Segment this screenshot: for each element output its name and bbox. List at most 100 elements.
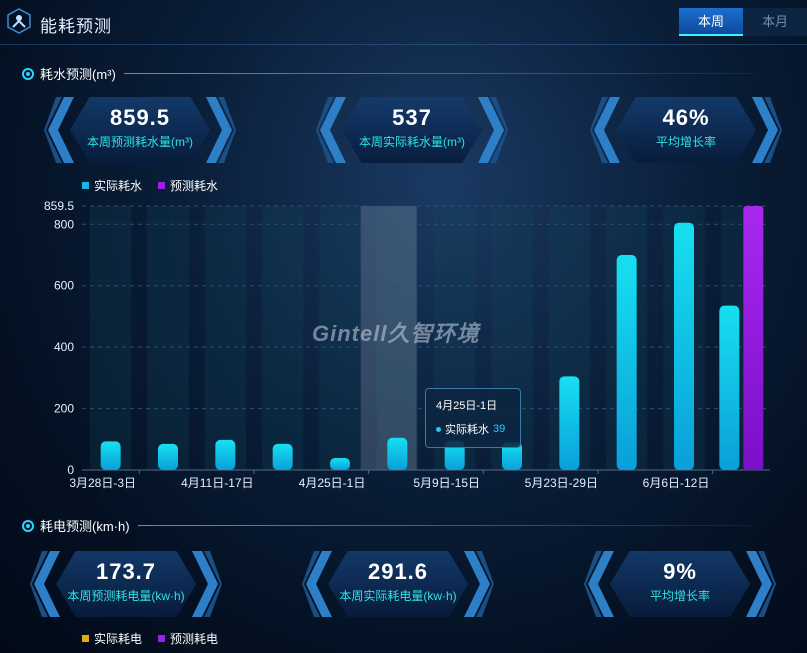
electric-section-title: 耗电预测(km·h) [40,519,130,534]
chevron-left-icon [302,551,332,617]
highlight-band [360,206,417,470]
kpi-label: 本周预测耗电量(kw·h) [67,589,185,603]
kpi-label: 本周实际耗水量(m³) [359,135,465,149]
page-title: 能耗预测 [40,17,112,36]
x-tick-label: 5月23日-29日 [525,476,598,490]
y-tick-label: 0 [67,463,74,477]
target-icon [22,519,34,532]
kpi-actual-electric: 291.6 本周实际耗电量(kw·h) [302,551,494,617]
x-tick-label: 4月11日-17日 [181,476,253,490]
legend-swatch [158,182,166,189]
bar-actual-water [559,376,580,470]
chart-tooltip: 4月25日-1日 实际耗水 39 [425,388,521,448]
tab-week[interactable]: 本周 [679,8,743,36]
kpi-panel [342,97,482,163]
bar-actual-water [719,305,740,470]
legend-label: 预测耗水 [170,179,219,193]
legend-item-predicted-water[interactable]: 预测耗水 [158,177,218,194]
y-tick-label: 200 [54,402,74,416]
bar-actual-water [444,440,465,470]
x-tick-label: 6月6日-12日 [643,476,710,490]
chevron-right-icon [746,551,776,617]
kpi-value: 9% [663,559,697,584]
bar-actual-water [502,442,522,470]
bar-actual-water [674,222,694,470]
chevron-left-icon [316,97,346,163]
kpi-panel [616,97,756,163]
column-bg [319,206,361,470]
period-tabs: 本周 本月 [679,8,807,36]
chevron-right-icon [478,97,508,163]
legend-swatch [158,635,166,642]
x-tick-label: 3月28日-3日 [69,476,136,490]
x-tick-label: 4月25日-1日 [299,476,366,490]
legend-label: 预测耗电 [170,632,219,646]
legend-item-predicted-electric[interactable]: 预测耗电 [158,630,218,647]
column-bg [204,206,246,470]
chevron-left-icon [30,551,60,617]
water-legend: 实际耗水 预测耗水 [82,177,234,194]
bar-actual-water [100,441,121,470]
kpi-water-growth: 46% 平均增长率 [590,97,782,163]
chevron-right-icon [192,551,222,617]
kpi-label: 本周预测耗水量(m³) [87,135,193,149]
water-bar-chart: 0 200 400 600 800 859.5 3月28日-3日 4月11日-17日 4月25日… [44,199,770,490]
kpi-predicted-electric: 173.7 本周预测耗电量(kw·h) [30,551,222,617]
tooltip-dot-icon [436,426,441,432]
kpi-panel [70,97,210,163]
kpi-label: 平均增长率 [649,589,710,603]
kpi-panel [56,551,196,617]
kpi-value: 291.6 [367,559,429,584]
kpi-value: 173.7 [95,559,157,584]
tooltip-title: 4月25日-1日 [436,400,498,412]
bar-actual-water [330,458,350,470]
chevron-right-icon [464,551,494,617]
electric-legend: 实际耗电 预测耗电 [82,630,234,647]
bar-actual-water [272,443,293,470]
kpi-electric-growth: 9% 平均增长率 [584,551,776,617]
kpi-value: 46% [662,105,710,130]
water-section-title: 耗水预测(m³) [40,67,116,82]
column-bg [262,206,304,470]
kpi-label: 本周实际耗电量(kw·h) [339,589,457,603]
bar-actual-water [387,437,408,470]
kpi-value: 859.5 [109,105,171,130]
kpi-predicted-water: 859.5 本周预测耗水量(m³) [44,97,236,163]
chevron-left-icon [44,97,74,163]
target-icon [22,67,34,80]
chevron-left-icon [590,97,620,163]
watermark-logo: Gintell久智环境 [312,321,480,346]
legend-item-actual-water[interactable]: 实际耗水 [82,177,142,194]
water-section-header: 耗水预测(m³) [22,64,754,83]
kpi-panel [610,551,750,617]
bar-actual-water [215,439,236,470]
legend-swatch [82,182,89,189]
column-bg [376,206,418,470]
kpi-label: 平均增长率 [655,135,716,149]
chevron-left-icon [584,551,614,617]
section-divider [123,73,754,74]
y-tick-label: 859.5 [44,199,74,213]
column-bg [90,206,132,470]
electric-section-header: 耗电预测(km·h) [22,516,750,535]
column-bg [147,206,189,470]
kpi-value: 537 [392,105,432,130]
legend-label: 实际耗电 [94,632,143,646]
chevron-right-icon [206,97,236,163]
tooltip-series: 实际耗水 [445,424,489,436]
legend-swatch [82,635,89,642]
y-tick-label: 800 [54,217,74,231]
y-tick-label: 600 [54,279,74,293]
bar-actual-water [158,443,178,470]
kpi-actual-water: 537 本周实际耗水量(m³) [316,97,508,163]
tab-month[interactable]: 本月 [743,8,807,36]
top-bar: 能耗预测 本周 本月 [0,0,807,45]
logo-icon [7,8,31,34]
legend-label: 实际耗水 [94,179,143,193]
bar-actual-water [616,254,637,470]
section-divider [137,525,750,526]
chevron-right-icon [752,97,782,163]
y-tick-label: 400 [54,340,74,354]
kpi-panel [328,551,468,617]
legend-item-actual-electric[interactable]: 实际耗电 [82,630,142,647]
